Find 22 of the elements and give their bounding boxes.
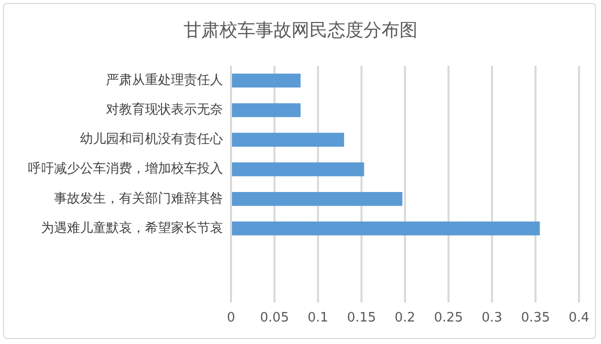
y-tick-label: 事故发生，有关部门难辞其咎 [54,190,223,206]
x-tick-label: 0.4 [568,310,590,326]
x-tick-label: 0.1 [308,310,328,326]
y-tick-label: 呼吁减少公车消费，增加校车投入 [28,162,223,177]
x-tick-label: 0.25 [434,310,463,326]
y-tick-label: 幼儿园和司机没有责任心 [80,131,223,148]
bar [232,103,301,118]
y-tick-label: 为遇难儿童默哀，希望家长节哀 [41,220,223,236]
bar [232,162,364,176]
chart-title: 甘肃校车事故网民态度分布图 [182,19,418,42]
y-tick-label: 严肃从重处理责任人 [106,72,223,88]
bar [232,192,402,206]
y-tick-label: 对教育现状表示无奈 [106,102,223,118]
bar [232,132,344,147]
bar [232,222,540,236]
x-tick-label: 0.3 [482,310,502,326]
x-tick-label: 0.2 [394,310,416,326]
bar [232,74,301,88]
x-tick-label: 0 [226,310,236,326]
x-tick-label: 0.15 [347,310,376,326]
x-tick-label: 0.05 [260,310,289,326]
x-tick-label: 0.35 [521,310,550,326]
